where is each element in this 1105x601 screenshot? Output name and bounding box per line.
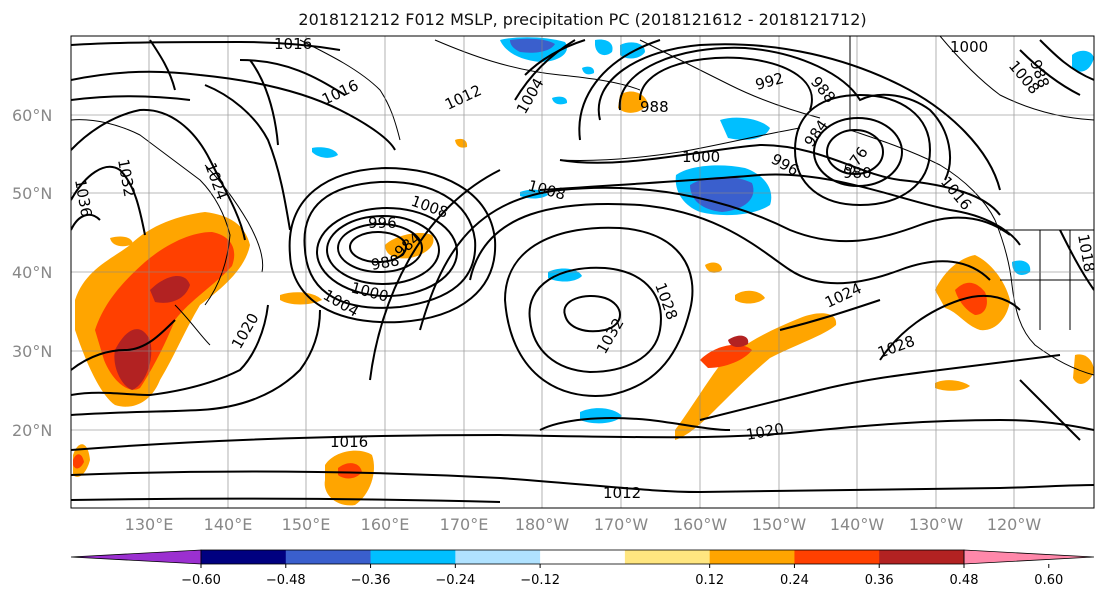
colorbar: −0.60 −0.48 −0.36 −0.24 −0.12 0.12 0.24 0.36 0.4… [70, 549, 1095, 588]
lon-label: 170°W [594, 515, 649, 534]
lat-label: 50°N [12, 184, 52, 203]
lon-label: 160°E [361, 515, 410, 534]
lon-label: 130°E [125, 515, 174, 534]
contour-label: 1018 [1074, 233, 1098, 274]
contour-label: 996 [368, 214, 397, 232]
colorbar-segment [794, 550, 880, 564]
colorbar-segment [455, 550, 541, 564]
colorbar-tick-label: 0.12 [695, 573, 724, 588]
contour-label: 988 [640, 98, 669, 116]
lat-label: 20°N [12, 421, 52, 440]
lat-label: 60°N [12, 106, 52, 125]
lat-label: 30°N [12, 342, 52, 361]
lon-label: 150°W [752, 515, 807, 534]
contour-label: 980 [843, 164, 872, 182]
colorbar-tick-label: −0.12 [520, 573, 560, 588]
colorbar-segment [540, 550, 626, 564]
colorbar-tick-label: 0.60 [1034, 573, 1063, 588]
colorbar-tick-label: −0.36 [351, 573, 391, 588]
colorbar-segment [285, 550, 372, 564]
lon-label: 140°W [830, 515, 885, 534]
colorbar-tick-label: −0.60 [181, 573, 221, 588]
contour-label: 1000 [950, 38, 988, 56]
map-title: 2018121212 F012 MSLP, precipitation PC (… [298, 10, 867, 29]
colorbar-outline [200, 549, 965, 565]
lon-label: 180°W [515, 515, 570, 534]
contour-label: 1000 [682, 148, 720, 166]
colorbar-tick-label: 0.36 [865, 573, 894, 588]
lon-label: 130°W [909, 515, 964, 534]
colorbar-extend-low [70, 549, 202, 565]
lon-label: 150°E [282, 515, 331, 534]
lon-label: 140°E [204, 515, 253, 534]
lon-label: 170°E [440, 515, 489, 534]
contour-label: 988 [370, 251, 401, 274]
colorbar-tick-label: 0.24 [780, 573, 809, 588]
colorbar-tick-label: −0.48 [266, 573, 306, 588]
lon-label: 160°W [673, 515, 728, 534]
contour-label: 1016 [274, 35, 312, 53]
longitude-labels: 130°E 140°E 150°E 160°E 170°E 180°W 170°… [125, 515, 1042, 534]
map-frame [70, 35, 1095, 509]
colorbar-segment [370, 550, 456, 564]
latitude-labels: 60°N 50°N 40°N 30°N 20°N [12, 106, 52, 440]
graticule [71, 36, 1094, 508]
colorbar-segment [624, 550, 711, 564]
colorbar-tick-label: 0.48 [950, 573, 979, 588]
contour-label: 1012 [603, 484, 641, 502]
colorbar-segment [879, 550, 965, 564]
contour-label: 1016 [330, 433, 368, 451]
lon-label: 120°W [987, 515, 1042, 534]
colorbar-segment [709, 550, 795, 564]
precipitation-shading [73, 37, 1094, 506]
mslp-isobars [71, 39, 1094, 503]
colorbar-segment [201, 550, 287, 564]
colorbar-tick-label: −0.24 [435, 573, 475, 588]
colorbar-extend-high [963, 549, 1095, 565]
lat-label: 40°N [12, 263, 52, 282]
